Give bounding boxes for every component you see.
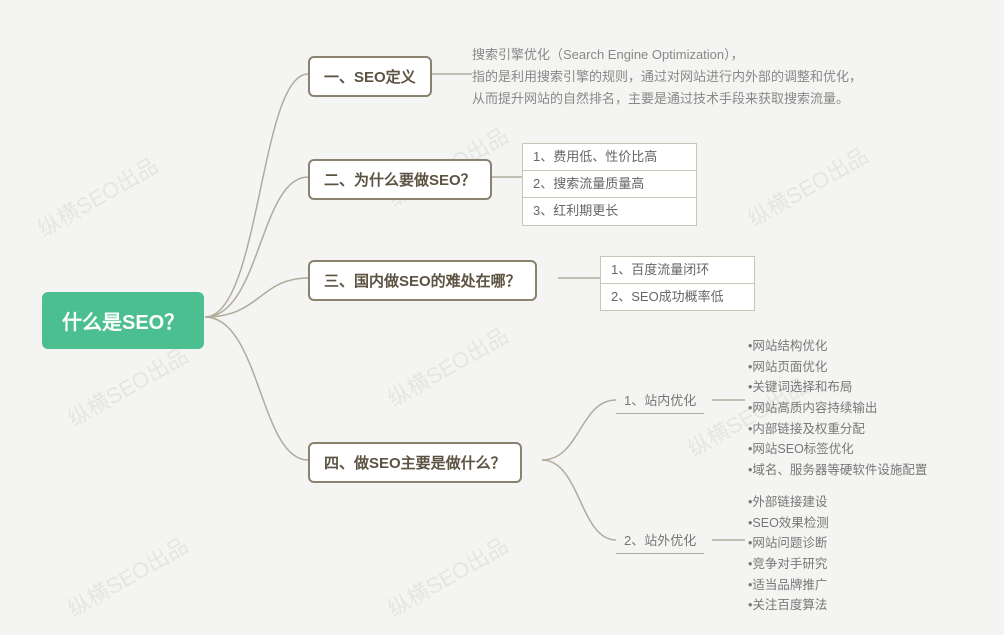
- branch-why: 二、为什么要做SEO？: [308, 159, 492, 200]
- watermark: 纵横SEO出品: [741, 139, 873, 234]
- watermark: 纵横SEO出品: [31, 149, 163, 244]
- offsite-bullets: •外部链接建设 •SEO效果检测 •网站问题诊断 •竞争对手研究 •适当品牌推广…: [748, 492, 829, 616]
- bullet-item: •适当品牌推广: [748, 575, 829, 596]
- bullet-item: •网站页面优化: [748, 357, 927, 378]
- desc-line: 搜索引擎优化（Search Engine Optimization），: [472, 44, 862, 66]
- bullet-item: •关注百度算法: [748, 595, 829, 616]
- list-item: 3、红利期更长: [523, 198, 696, 224]
- bullet-item: •网站高质内容持续输出: [748, 398, 927, 419]
- bullet-item: •内部链接及权重分配: [748, 419, 927, 440]
- branch-difficulty: 三、国内做SEO的难处在哪？: [308, 260, 537, 301]
- subnode-offsite: 2、站外优化: [616, 530, 704, 554]
- onsite-bullets: •网站结构优化 •网站页面优化 •关键词选择和布局 •网站高质内容持续输出 •内…: [748, 336, 927, 480]
- list-item: 1、费用低、性价比高: [523, 144, 696, 171]
- list-item: 2、搜索流量质量高: [523, 171, 696, 198]
- branch-what: 四、做SEO主要是做什么？: [308, 442, 522, 483]
- branch-definition-desc: 搜索引擎优化（Search Engine Optimization）， 指的是利…: [472, 44, 862, 111]
- bullet-item: •关键词选择和布局: [748, 377, 927, 398]
- watermark: 纵横SEO出品: [61, 529, 193, 624]
- watermark: 纵横SEO出品: [381, 529, 513, 624]
- desc-line: 指的是利用搜索引擎的规则，通过对网站进行内外部的调整和优化，: [472, 66, 862, 88]
- bullet-item: •网站结构优化: [748, 336, 927, 357]
- list-item: 2、SEO成功概率低: [601, 284, 754, 310]
- list-item: 1、百度流量闭环: [601, 257, 754, 284]
- subnode-onsite: 1、站内优化: [616, 390, 704, 414]
- bullet-item: •域名、服务器等硬软件设施配置: [748, 460, 927, 481]
- bullet-item: •SEO效果检测: [748, 513, 829, 534]
- branch-difficulty-items: 1、百度流量闭环 2、SEO成功概率低: [600, 256, 755, 311]
- bullet-item: •竞争对手研究: [748, 554, 829, 575]
- branch-definition: 一、SEO定义: [308, 56, 432, 97]
- bullet-item: •网站问题诊断: [748, 533, 829, 554]
- watermark: 纵横SEO出品: [61, 339, 193, 434]
- branch-why-items: 1、费用低、性价比高 2、搜索流量质量高 3、红利期更长: [522, 143, 697, 226]
- root-node: 什么是SEO？: [42, 292, 204, 349]
- desc-line: 从而提升网站的自然排名，主要是通过技术手段来获取搜索流量。: [472, 88, 862, 110]
- watermark: 纵横SEO出品: [381, 319, 513, 414]
- bullet-item: •网站SEO标签优化: [748, 439, 927, 460]
- bullet-item: •外部链接建设: [748, 492, 829, 513]
